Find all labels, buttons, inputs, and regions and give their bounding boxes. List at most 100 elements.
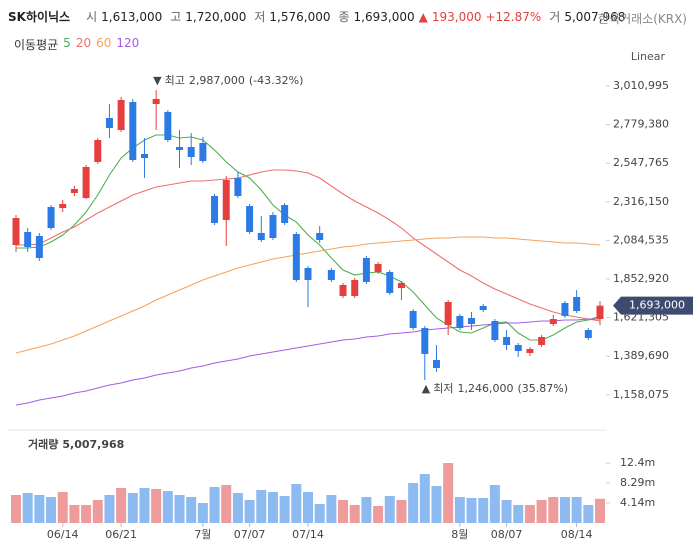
candle-body [386,272,394,293]
annotation-change: (35.87%) [518,382,569,395]
volume-title-value: 5,007,968 [62,438,124,451]
volume-bar [443,463,454,523]
candle-body [24,232,32,247]
x-tick-label: 08/07 [491,528,523,541]
volume-bar [419,474,430,523]
volume-bar [11,494,21,523]
candle-body [351,280,359,296]
candle-body [234,178,242,196]
volume-bar [279,495,290,523]
header: SK하이닉스 시 1,613,000 고 1,720,000 저 1,576,000 종 1,… [8,8,625,25]
candle-body [105,118,113,128]
candle-body [164,112,172,140]
annotation-change: (-43.32%) [249,74,304,87]
volume-bar [454,497,465,523]
y-tick-label: 2,084,535 [613,233,669,246]
y-tick-label: 2,779,380 [613,118,669,131]
candle-body [573,297,581,311]
extreme-annotation: ▼ 최고 2,987,000 (-43.32%) [153,74,303,87]
volume-bar [139,487,150,523]
candle-body [421,328,429,354]
annotation-label: 최저 [433,382,453,395]
candle-body [59,204,67,208]
candle-body [538,337,546,345]
volume-bar [34,494,45,523]
volume-bar [162,491,173,523]
x-tick-label: 8월 [451,528,468,541]
candle-body [316,233,324,240]
y-tick-label: 4.14m [620,496,655,509]
candle-body [257,233,265,240]
candle-body [514,345,522,351]
candle-body [304,268,312,280]
volume-bar [186,497,197,523]
candle-body [187,147,195,157]
candle-body [362,258,370,282]
volume-bar [408,483,419,523]
field-label: 저 [254,10,266,24]
volume-bar [595,498,605,523]
ma-legend-item: 20 [75,36,92,50]
volume-bar [396,500,407,523]
volume-bar [81,504,92,523]
ma-legend-title: 이동평균 [14,38,59,52]
volume-bar [478,497,489,523]
current-price-tag [613,296,693,315]
volume-bar [361,497,372,523]
volume-bar [291,484,302,523]
candle-body [94,140,102,162]
volume-bar [314,504,325,523]
candle-body [503,337,511,345]
candle-body [140,154,148,158]
candle-body [468,318,476,324]
extreme-annotation: ▲ 최저 1,246,000 (35.87%) [422,382,568,395]
y-tick-label: 1,158,075 [613,388,669,401]
candle-body [176,147,184,150]
field-value: 1,720,000 [185,10,247,24]
candle-body [129,102,137,160]
change-pct: +12.87% [485,10,542,24]
change-marker: ▲ [418,10,428,24]
candle-body [12,218,20,245]
volume-bar [244,500,255,523]
candle-body [339,285,347,296]
volume-bar [349,504,360,523]
volume-bar [571,497,582,523]
volume-label: 거 [549,10,561,24]
volume-bar [127,493,138,523]
volume-bar [326,494,337,523]
candle-body [152,99,160,104]
volume-bar [559,497,570,523]
y-tick-label: 1,852,920 [613,272,669,285]
y-tick-label: 2,316,150 [613,195,669,208]
field-value: 1,613,000 [101,10,163,24]
ma-line [15,318,600,406]
y-tick-label: 12.4m [620,456,655,469]
change: 193,000 [431,10,482,24]
volume-bar [116,487,127,523]
ma-legend: 이동평균 5 20 60 120 [14,36,139,53]
volume-bar [431,486,442,523]
candle-body [47,207,55,228]
y-tick-label: 1,389,690 [613,349,669,362]
volume-bar [384,495,395,523]
x-tick-label: 08/14 [561,528,593,541]
volume-bar [466,497,477,523]
candle-body [397,283,405,288]
candle-body [246,206,254,232]
candle-body [211,196,219,223]
x-tick-label: 07/14 [292,528,324,541]
annotation-value: 1,246,000 [458,382,514,395]
volume-bar [221,484,232,523]
volume-bar [46,497,57,523]
candle-body [327,270,335,280]
scale-mode[interactable]: Linear [630,50,665,63]
volume: 5,007,968 [564,10,626,24]
candle-body [374,264,382,272]
volume-bar [583,504,594,523]
x-tick-label: 07/07 [234,528,266,541]
volume-bar [92,500,103,523]
exchange: 한국거래소(KRX) [598,12,687,26]
candle-body [222,180,230,220]
